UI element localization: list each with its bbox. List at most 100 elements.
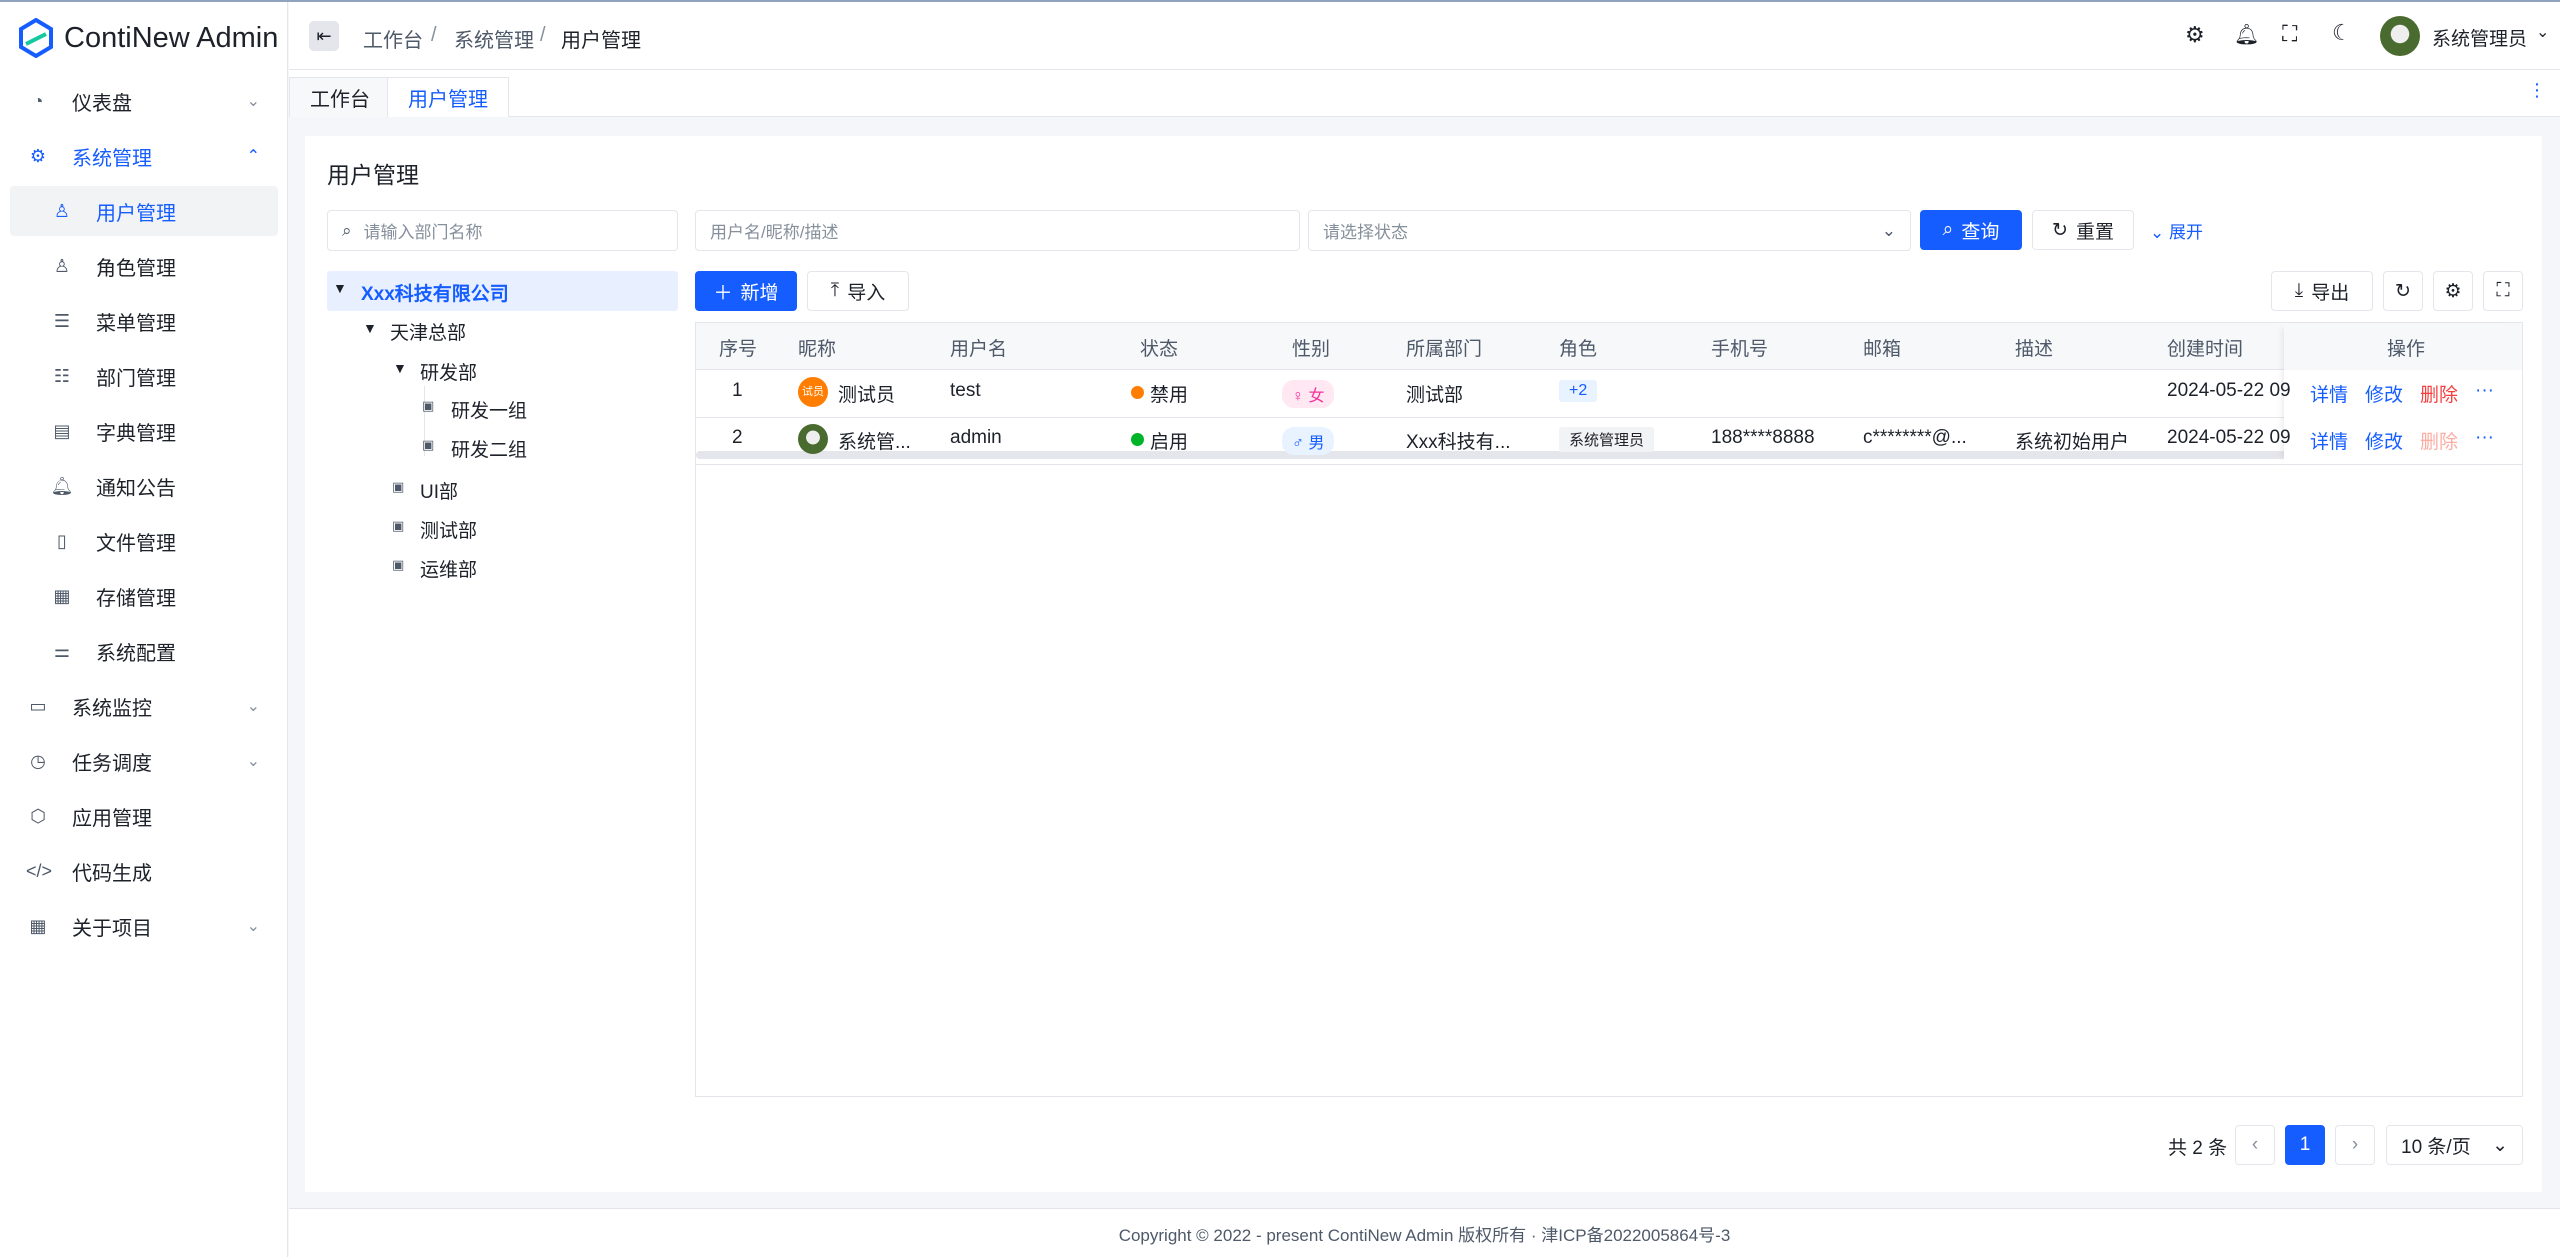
- edit-link[interactable]: 修改: [2365, 385, 2404, 406]
- tree-node[interactable]: Xxx科技有限公司: [361, 284, 509, 305]
- sidebar-item-config[interactable]: ⚌ 系统配置: [10, 626, 278, 676]
- disabled-status-icon: [1131, 386, 1144, 399]
- sidebar-item-system[interactable]: ⚙ 系统管理 ⌃: [10, 131, 278, 181]
- sidebar-item-files[interactable]: ▯ 文件管理: [10, 516, 278, 566]
- column-header: 操作: [2387, 339, 2426, 360]
- grid-icon: ▦: [29, 915, 47, 936]
- cell-username: admin: [950, 427, 1002, 448]
- sidebar-item-menus[interactable]: ☰ 菜单管理: [10, 296, 278, 346]
- tab-workbench[interactable]: 工作台: [289, 77, 391, 117]
- settings-icon[interactable]: ⚙: [2185, 22, 2205, 47]
- column-header: 性别: [1292, 339, 1331, 360]
- column-settings-button[interactable]: ⚙: [2433, 271, 2473, 311]
- role-tag[interactable]: +2: [1559, 380, 1598, 402]
- dept-search-input[interactable]: ⌕ 请输入部门名称: [327, 210, 678, 251]
- user-name[interactable]: 系统管理员: [2432, 29, 2528, 50]
- label: 代码生成: [72, 862, 152, 885]
- row-divider: [696, 464, 2522, 465]
- tree-node[interactable]: 天津总部: [390, 323, 467, 344]
- avatar: [798, 424, 828, 454]
- gender-tag: ♀ 女: [1282, 380, 1335, 408]
- sidebar-item-codegen[interactable]: </> 代码生成: [10, 846, 278, 896]
- sidebar-item-monitor[interactable]: ▭ 系统监控 ⌄: [10, 681, 278, 731]
- more-icon[interactable]: ···: [2475, 427, 2494, 448]
- label: 10 条/页: [2401, 1136, 2471, 1158]
- more-icon[interactable]: ···: [2475, 380, 2494, 401]
- fullscreen-icon[interactable]: ⛶: [2282, 21, 2298, 46]
- search-icon: ⌕: [342, 220, 352, 240]
- role-tag: 系统管理员: [1559, 427, 1655, 452]
- prev-page-button[interactable]: ‹: [2235, 1125, 2275, 1165]
- chevron-up-icon: ⌃: [246, 148, 260, 165]
- status-select[interactable]: 请选择状态 ⌄: [1308, 210, 1911, 251]
- caret-down-icon[interactable]: ▼: [363, 320, 377, 336]
- breadcrumb-item[interactable]: 工作台: [363, 30, 423, 52]
- export-button[interactable]: ⤓ 导出: [2271, 271, 2373, 311]
- sidebar-item-storage[interactable]: ▦ 存储管理: [10, 571, 278, 621]
- caret-down-icon[interactable]: ▼: [333, 280, 347, 296]
- chevron-down-icon: ⌄: [246, 698, 260, 715]
- sidebar-item-notice[interactable]: 🔔︎ 通知公告: [10, 461, 278, 511]
- label: 字典管理: [96, 422, 176, 445]
- label: 重置: [2075, 221, 2114, 243]
- cube-icon: ⬡: [30, 805, 46, 826]
- collapse-sidebar-icon[interactable]: ⇤: [309, 21, 339, 51]
- dark-mode-icon[interactable]: ☾: [2332, 20, 2352, 45]
- chevron-down-icon[interactable]: ⌄: [2536, 24, 2550, 41]
- breadcrumb-current: 用户管理: [561, 30, 641, 52]
- chevron-down-icon: ⌄: [246, 753, 260, 770]
- reset-button[interactable]: ↻ 重置: [2032, 210, 2134, 250]
- users-icon: ♙: [53, 255, 71, 276]
- column-header: 所属部门: [1406, 339, 1483, 360]
- sidebar-item-dashboard[interactable]: ◔ 仪表盘 ⌄: [10, 76, 278, 126]
- refresh-button[interactable]: ↻: [2383, 271, 2423, 311]
- cell-index: 2: [732, 427, 743, 448]
- label: 导入: [847, 282, 886, 304]
- plus-icon: ＋: [713, 282, 733, 304]
- expand-button[interactable]: ⌄ 展开: [2150, 218, 2203, 243]
- query-button[interactable]: ⌕ 查询: [1920, 210, 2022, 250]
- tree-node[interactable]: 研发一组: [451, 401, 528, 422]
- sidebar-item-schedule[interactable]: ◷ 任务调度 ⌄: [10, 736, 278, 786]
- tree-node[interactable]: 运维部: [420, 560, 478, 581]
- sidebar-item-apps[interactable]: ⬡ 应用管理: [10, 791, 278, 841]
- sidebar-item-dict[interactable]: ▤ 字典管理: [10, 406, 278, 456]
- label: 角色管理: [96, 257, 176, 280]
- row-divider: [696, 417, 2522, 418]
- edit-link[interactable]: 修改: [2365, 432, 2404, 453]
- caret-down-icon[interactable]: ▼: [393, 360, 407, 376]
- import-button[interactable]: ⤒ 导入: [807, 271, 909, 311]
- detail-link[interactable]: 详情: [2310, 432, 2349, 453]
- sidebar-item-users[interactable]: ♙ 用户管理: [10, 186, 278, 236]
- tree-node[interactable]: 研发二组: [451, 440, 528, 461]
- page-1-button[interactable]: 1: [2285, 1125, 2325, 1165]
- detail-link[interactable]: 详情: [2310, 385, 2349, 406]
- sidebar-item-about[interactable]: ▦ 关于项目 ⌄: [10, 901, 278, 951]
- add-button[interactable]: ＋ 新增: [695, 271, 797, 311]
- label: 菜单管理: [96, 312, 176, 335]
- tree-node[interactable]: UI部: [420, 482, 459, 503]
- fullscreen-button[interactable]: ⛶: [2483, 271, 2523, 311]
- horizontal-scrollbar[interactable]: [696, 451, 2436, 459]
- label: 任务调度: [72, 752, 152, 775]
- delete-link[interactable]: 删除: [2420, 385, 2459, 406]
- sidebar-item-roles[interactable]: ♙ 角色管理: [10, 241, 278, 291]
- more-vertical-icon[interactable]: ⋮: [2528, 80, 2546, 100]
- tab-user-management[interactable]: 用户管理: [387, 77, 509, 117]
- keyword-input[interactable]: 用户名/昵称/描述: [695, 210, 1300, 251]
- sidebar-item-depts[interactable]: ☷ 部门管理: [10, 351, 278, 401]
- bell-icon[interactable]: 🔔︎: [2234, 24, 2260, 46]
- avatar[interactable]: [2380, 16, 2420, 56]
- next-page-button[interactable]: ›: [2335, 1125, 2375, 1165]
- tree-node[interactable]: 研发部: [420, 363, 478, 384]
- logo[interactable]: ContiNew Admin: [18, 18, 278, 58]
- cell-phone: 188****8888: [1711, 427, 1815, 448]
- page-title: 用户管理: [327, 162, 419, 188]
- label: 关于项目: [72, 917, 152, 940]
- page-size-select[interactable]: 10 条/页 ⌄: [2386, 1125, 2523, 1165]
- table-header: [696, 323, 2522, 370]
- breadcrumb-item[interactable]: 系统管理: [454, 30, 534, 52]
- footer: Copyright © 2022 - present ContiNew Admi…: [289, 1208, 2560, 1257]
- tree-node[interactable]: 测试部: [420, 521, 478, 542]
- tree-node-selected-bg: [327, 271, 678, 311]
